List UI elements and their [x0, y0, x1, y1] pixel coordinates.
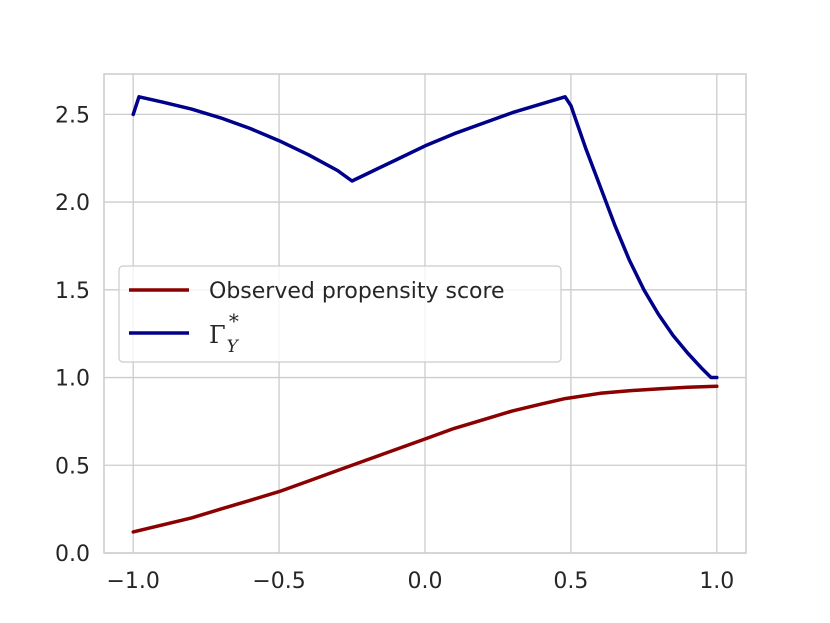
x-tick-label: −1.0 [106, 569, 159, 594]
y-tick-label: 1.0 [55, 367, 90, 392]
series-line-observed-propensity-score [131, 384, 719, 534]
y-axis-ticks: 0.0 0.5 1.0 1.5 2.0 2.5 [55, 103, 90, 567]
y-tick-label: 2.5 [55, 103, 90, 128]
x-tick-label: 1.0 [699, 569, 734, 594]
y-tick-label: 1.5 [55, 279, 90, 304]
legend-gamma-symbol: Γ [209, 321, 226, 349]
legend-label-gamma-y-star: ΓY * [209, 309, 240, 357]
x-axis-ticks: −1.0 −0.5 0.0 0.5 1.0 [106, 569, 734, 594]
legend-gamma-superscript: * [229, 309, 239, 333]
x-tick-label: −0.5 [252, 569, 305, 594]
y-tick-label: 0.0 [55, 542, 90, 567]
legend: Observed propensity score ΓY * [118, 265, 562, 363]
y-tick-label: 2.0 [55, 191, 90, 216]
series-line-gamma-y-star [131, 95, 719, 380]
legend-label-observed-propensity-score: Observed propensity score [209, 279, 505, 304]
x-tick-label: 0.5 [553, 569, 588, 594]
legend-box [118, 265, 562, 363]
y-tick-label: 0.5 [55, 454, 90, 479]
legend-gamma-subscript: Y [227, 337, 240, 357]
x-tick-label: 0.0 [408, 569, 443, 594]
series-layer [131, 95, 719, 534]
